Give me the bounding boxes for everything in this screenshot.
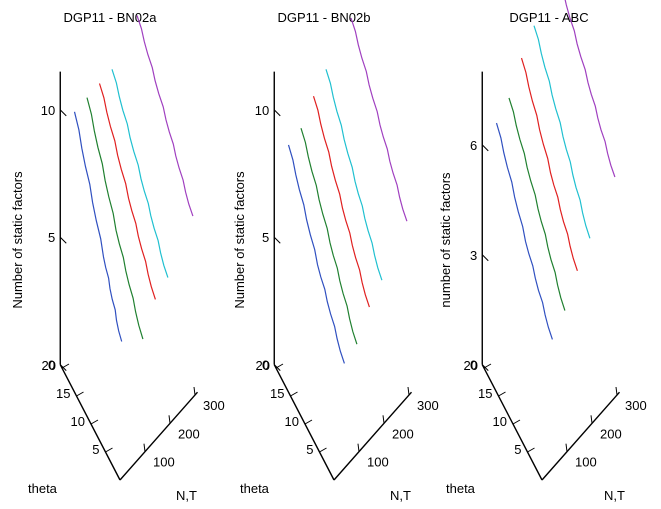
series-line [73, 111, 123, 342]
nt-tick-mark [615, 386, 618, 396]
nt-tick-mark [193, 386, 196, 396]
theta-tick-label: 10 [285, 414, 299, 429]
nt-axis [333, 391, 413, 481]
z-tick-label: 5 [262, 230, 269, 245]
z-tick-label: 0 [262, 358, 269, 373]
series-line [508, 97, 566, 311]
nt-tick-label: 200 [178, 426, 200, 441]
theta-tick-label: 5 [306, 442, 313, 457]
theta-tick-mark [483, 363, 492, 369]
nt-tick-label: 200 [600, 426, 622, 441]
z-tick-mark [481, 144, 489, 152]
z-axis-label: Number of static factors [10, 171, 25, 309]
z-tick-label: 10 [41, 103, 55, 118]
nt-axis [119, 391, 199, 481]
nt-tick-label: 100 [153, 455, 175, 470]
series-line [520, 57, 578, 271]
nt-tick-label: 300 [625, 398, 647, 413]
theta-tick-label: 10 [493, 414, 507, 429]
theta-axis-label: theta [446, 481, 476, 496]
theta-tick-mark [512, 419, 521, 425]
series-line [136, 15, 194, 217]
theta-tick-label: 15 [478, 386, 492, 401]
z-tick-label: 6 [470, 138, 477, 153]
theta-tick-mark [275, 363, 284, 369]
theta-tick-label: 5 [92, 442, 99, 457]
nt-axis-label: N,T [604, 488, 625, 503]
series-line [86, 97, 144, 340]
z-tick-mark [273, 236, 281, 244]
z-tick-mark [273, 109, 281, 117]
nt-tick-mark [168, 415, 171, 424]
theta-tick-mark [76, 391, 84, 397]
z-axis-label: Number of static factors [232, 171, 247, 309]
series-line [564, 0, 616, 178]
nt-tick-mark [357, 443, 360, 452]
z-tick-label: 0 [470, 358, 477, 373]
theta-tick-mark [61, 363, 70, 369]
theta-tick-mark [304, 419, 313, 425]
nt-axis-label: N,T [390, 488, 411, 503]
nt-tick-label: 100 [575, 455, 597, 470]
nt-tick-label: 300 [203, 398, 225, 413]
theta-axis-label: theta [28, 481, 58, 496]
series-line [325, 69, 383, 281]
chart-panel-2: DGP11 - BN02b05105101520100200300Number … [232, 10, 439, 503]
z-tick-label: 3 [470, 248, 477, 263]
theta-tick-label: 20 [256, 358, 270, 373]
z-tick-label: 0 [48, 358, 55, 373]
chart-title: DGP11 - ABC [509, 10, 588, 25]
nt-tick-mark [590, 415, 593, 424]
theta-tick-label: 5 [514, 442, 521, 457]
theta-tick-mark [498, 391, 506, 397]
z-tick-mark [481, 254, 489, 262]
nt-tick-label: 100 [367, 455, 389, 470]
series-line [350, 17, 408, 222]
z-tick-label: 10 [255, 103, 269, 118]
theta-axis [481, 364, 543, 481]
z-tick-mark [59, 236, 67, 244]
z-tick-mark [59, 109, 67, 117]
nt-axis [541, 391, 621, 481]
chart-title: DGP11 - BN02a [64, 10, 158, 25]
theta-tick-label: 15 [270, 386, 284, 401]
theta-tick-mark [290, 391, 298, 397]
theta-tick-mark [319, 447, 327, 453]
nt-tick-mark [407, 386, 410, 396]
chart-panel-1: DGP11 - BN02a05105101520100200300Number … [10, 10, 225, 503]
theta-tick-label: 20 [464, 358, 478, 373]
chart-title: DGP11 - BN02b [278, 10, 371, 25]
series-line [533, 25, 591, 239]
nt-tick-mark [565, 443, 568, 452]
nt-tick-label: 200 [392, 426, 414, 441]
nt-tick-mark [143, 443, 146, 452]
series-line [312, 96, 370, 308]
theta-axis-label: theta [240, 481, 270, 496]
nt-tick-mark [382, 415, 385, 424]
theta-tick-label: 10 [71, 414, 85, 429]
theta-tick-mark [105, 447, 113, 453]
z-tick-label: 5 [48, 230, 55, 245]
series-line [287, 144, 345, 364]
theta-axis [59, 364, 121, 481]
series-line [98, 83, 156, 300]
series-line [111, 69, 169, 278]
theta-tick-mark [527, 447, 535, 453]
theta-tick-mark [90, 419, 99, 425]
nt-tick-label: 300 [417, 398, 439, 413]
theta-axis [273, 364, 335, 481]
nt-axis-label: N,T [176, 488, 197, 503]
theta-tick-label: 15 [56, 386, 70, 401]
theta-tick-label: 20 [42, 358, 56, 373]
series-line [300, 128, 358, 345]
z-axis-label: number of static factors [438, 172, 453, 308]
series-line [495, 122, 553, 340]
